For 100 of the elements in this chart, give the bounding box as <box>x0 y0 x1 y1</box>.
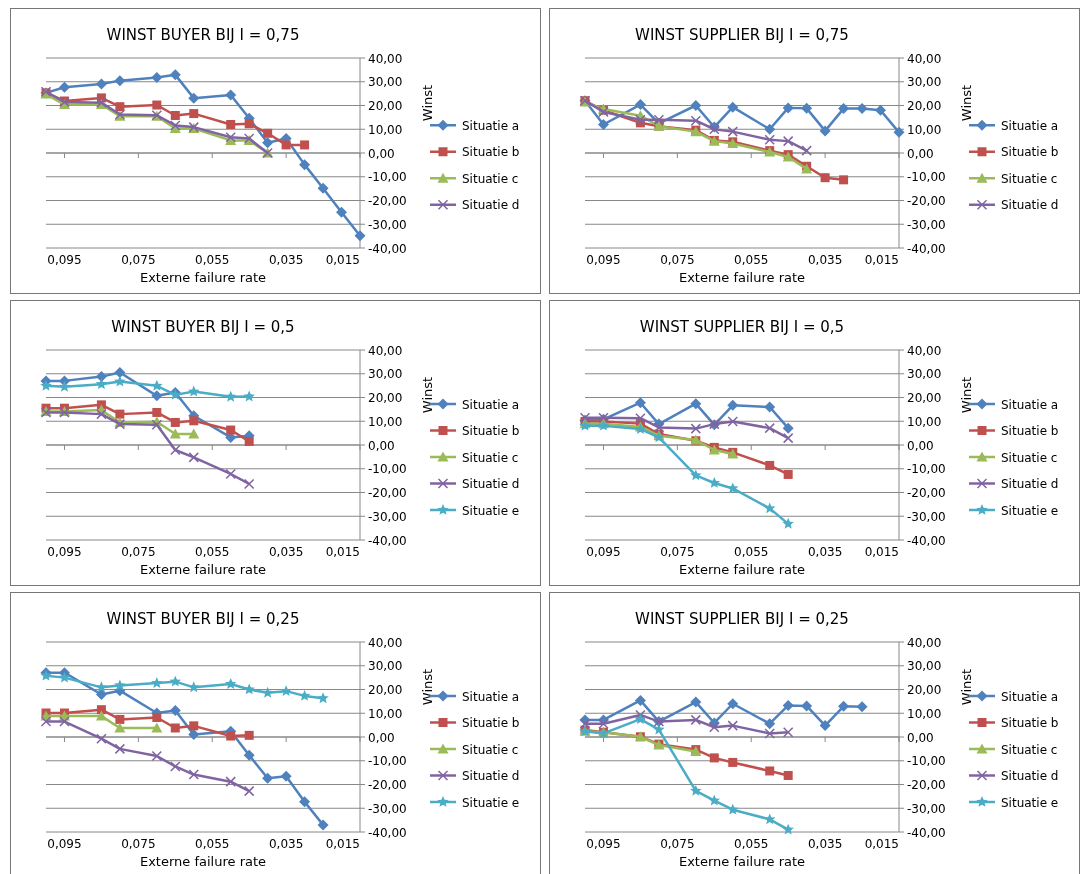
chart-title: WINST BUYER BIJ I = 0,75 <box>106 26 300 44</box>
y-tick-label: -10,00 <box>368 462 407 477</box>
legend-label: Situatie c <box>1001 171 1058 186</box>
legend-label: Situatie e <box>462 795 520 810</box>
x-tick-label: 0,055 <box>734 545 769 559</box>
y-tick-label: -20,00 <box>368 194 407 208</box>
y-tick-label: -20,00 <box>368 486 407 500</box>
x-tick-label: 0,035 <box>807 253 843 267</box>
legend-label: Situatie d <box>462 477 520 491</box>
legend-label: Situatie d <box>1001 769 1059 783</box>
y-tick-label: 40,00 <box>368 635 403 650</box>
y-tick-label: -20,00 <box>907 486 946 500</box>
legend-label: Situatie a <box>462 689 520 704</box>
chart-title: WINST SUPPLIER BIJ I = 0,75 <box>635 26 849 44</box>
x-tick-label: 0,055 <box>195 253 230 267</box>
x-tick-label: 0,015 <box>325 837 360 851</box>
y-tick-label: 0,00 <box>907 146 934 161</box>
x-tick-label: 0,035 <box>268 545 304 559</box>
legend-label: Situatie d <box>1001 198 1059 213</box>
x-tick-label: 0,075 <box>121 253 156 267</box>
y-tick-label: 20,00 <box>907 99 942 113</box>
y-tick-label: 40,00 <box>368 343 403 358</box>
legend-label: Situatie a <box>1001 118 1059 133</box>
x-tick-label: 0,015 <box>864 253 899 267</box>
x-tick-label: 0,075 <box>660 253 695 267</box>
y-tick-label: -10,00 <box>368 170 407 185</box>
legend-label: Situatie c <box>462 742 519 757</box>
y-axis-title: Winst <box>420 376 435 414</box>
y-tick-label: 10,00 <box>368 706 403 721</box>
legend-label: Situatie b <box>462 145 520 160</box>
x-axis-title: Externe failure rate <box>678 562 806 577</box>
y-axis-title: Winst <box>420 84 435 122</box>
y-tick-label: 20,00 <box>907 683 942 697</box>
legend-label: Situatie d <box>462 769 520 783</box>
chart-title: WINST BUYER BIJ I = 0,25 <box>106 610 300 628</box>
legend-label: Situatie c <box>1001 742 1058 757</box>
legend-label: Situatie a <box>462 118 520 133</box>
y-tick-label: -10,00 <box>907 462 946 477</box>
y-tick-label: -40,00 <box>907 825 946 840</box>
y-tick-label: -40,00 <box>368 825 407 840</box>
x-tick-label: 0,095 <box>586 545 621 559</box>
y-tick-label: 10,00 <box>907 414 942 429</box>
y-tick-label: -30,00 <box>907 509 946 524</box>
y-tick-label: -40,00 <box>368 241 407 256</box>
y-tick-label: 30,00 <box>907 659 942 674</box>
legend-label: Situatie b <box>462 716 520 730</box>
legend-label: Situatie a <box>1001 689 1059 704</box>
y-tick-label: -20,00 <box>907 778 946 792</box>
x-tick-label: 0,095 <box>586 253 621 267</box>
y-tick-label: 30,00 <box>907 75 942 90</box>
x-tick-label: 0,055 <box>195 837 230 851</box>
legend-label: Situatie b <box>1001 716 1059 730</box>
y-tick-label: 40,00 <box>907 343 942 358</box>
legend-label: Situatie d <box>462 198 520 213</box>
y-tick-label: 0,00 <box>368 146 395 161</box>
legend-label: Situatie c <box>462 171 519 186</box>
legend-label: Situatie e <box>1001 795 1059 810</box>
x-tick-label: 0,015 <box>864 545 899 559</box>
y-tick-label: -10,00 <box>907 170 946 185</box>
x-tick-label: 0,035 <box>268 837 304 851</box>
legend-label: Situatie a <box>1001 397 1059 412</box>
legend-label: Situatie e <box>462 503 520 518</box>
x-axis-title: Externe failure rate <box>139 562 267 577</box>
legend-label: Situatie a <box>462 397 520 412</box>
x-tick-label: 0,055 <box>734 253 769 267</box>
y-tick-label: -30,00 <box>907 217 946 232</box>
y-axis-title: Winst <box>959 84 974 122</box>
x-tick-label: 0,035 <box>807 545 843 559</box>
y-tick-label: -10,00 <box>368 754 407 769</box>
y-axis-title: Winst <box>420 668 435 706</box>
y-tick-label: -40,00 <box>368 533 407 548</box>
y-tick-label: 20,00 <box>368 99 403 113</box>
x-axis-title: Externe failure rate <box>139 854 267 869</box>
x-tick-label: 0,015 <box>325 253 360 267</box>
y-tick-label: 0,00 <box>368 730 395 745</box>
y-tick-label: 0,00 <box>907 438 934 453</box>
legend-label: Situatie d <box>1001 477 1059 491</box>
y-tick-label: 10,00 <box>907 706 942 721</box>
chart-title: WINST BUYER BIJ I = 0,5 <box>111 318 295 336</box>
legend-label: Situatie c <box>462 450 519 465</box>
x-tick-label: 0,095 <box>47 837 82 851</box>
y-tick-label: 30,00 <box>368 75 403 90</box>
y-axis-title: Winst <box>959 376 974 414</box>
x-tick-label: 0,035 <box>268 253 304 267</box>
y-tick-label: 30,00 <box>907 367 942 382</box>
y-tick-label: 10,00 <box>368 414 403 429</box>
x-axis-title: Externe failure rate <box>678 270 806 285</box>
x-tick-label: 0,055 <box>195 545 230 559</box>
y-tick-label: -30,00 <box>368 217 407 232</box>
chart-title: WINST SUPPLIER BIJ I = 0,25 <box>635 610 849 628</box>
x-tick-label: 0,095 <box>586 837 621 851</box>
x-tick-label: 0,095 <box>47 545 82 559</box>
y-tick-label: 20,00 <box>907 391 942 405</box>
x-tick-label: 0,015 <box>325 545 360 559</box>
y-tick-label: 40,00 <box>907 51 942 66</box>
y-tick-label: 10,00 <box>907 122 942 137</box>
legend-label: Situatie c <box>1001 450 1058 465</box>
y-tick-label: 20,00 <box>368 391 403 405</box>
y-tick-label: 40,00 <box>907 635 942 650</box>
y-tick-label: 30,00 <box>368 367 403 382</box>
